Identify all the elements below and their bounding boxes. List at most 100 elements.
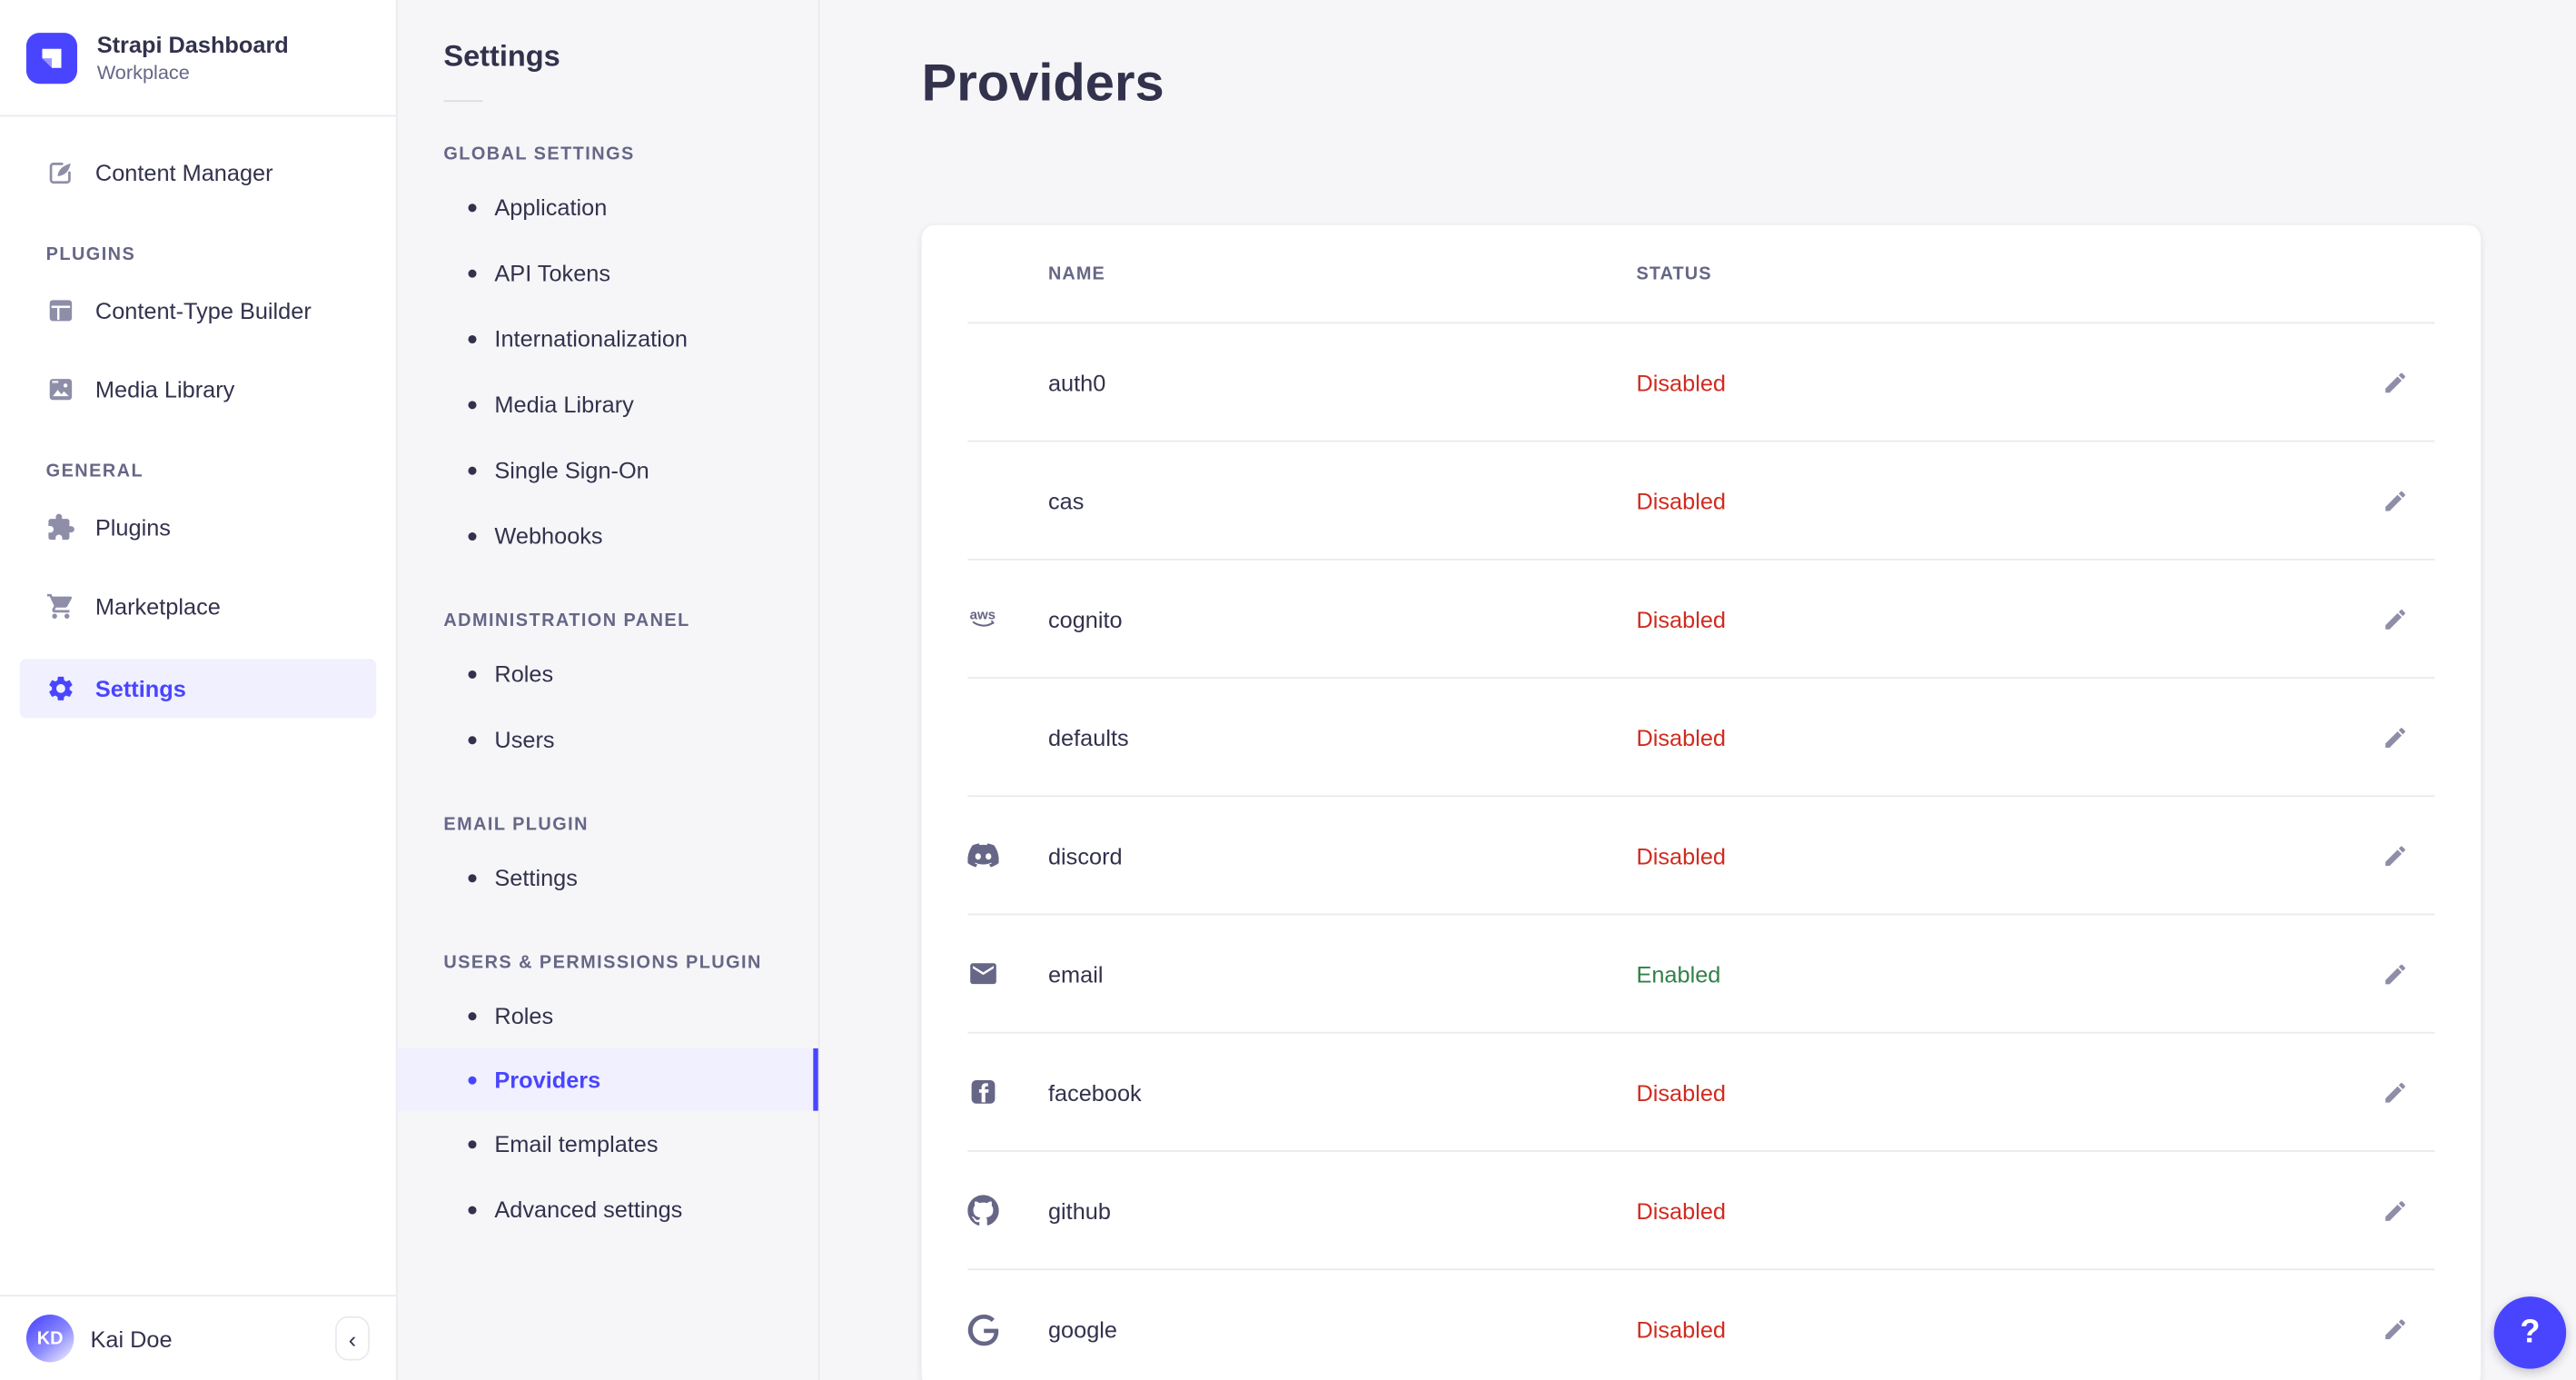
- provider-row: auth0 Disabled: [967, 323, 2435, 442]
- subnav-title: Settings: [443, 39, 560, 73]
- bullet-icon: [468, 873, 477, 882]
- user-area: KD Kai Doe ‹: [0, 1295, 396, 1380]
- sidebar-item-label: Plugins: [94, 514, 171, 541]
- sidebar-item-label: Content Manager: [94, 159, 273, 186]
- provider-row: cas Disabled: [967, 442, 2435, 561]
- subnav-section-email-plugin: EMAIL PLUGIN: [443, 815, 589, 835]
- provider-row: discord Disabled: [967, 797, 2435, 916]
- strapi-logo-icon: [25, 32, 78, 84]
- app-title: Strapi Dashboard: [96, 31, 289, 58]
- subnav-item-providers[interactable]: Providers: [397, 1047, 818, 1111]
- edit-provider-button[interactable]: [2369, 474, 2422, 527]
- subnav-item-up-roles[interactable]: Roles: [398, 983, 818, 1048]
- provider-status: Disabled: [1636, 723, 1727, 750]
- divider: [443, 100, 483, 103]
- bullet-icon: [468, 670, 477, 679]
- pencil-icon: [2385, 1200, 2405, 1220]
- subnav-item-admin-users[interactable]: Users: [398, 707, 818, 772]
- edit-provider-button[interactable]: [2369, 1184, 2422, 1236]
- bullet-icon: [468, 1075, 477, 1084]
- subnav-item-internationalization[interactable]: Internationalization: [398, 305, 818, 371]
- edit-provider-button[interactable]: [2369, 356, 2422, 409]
- bullet-icon: [468, 465, 477, 474]
- provider-name: discord: [1047, 841, 1123, 869]
- discord-icon: [967, 843, 999, 868]
- subnav-section-global-settings: GLOBAL SETTINGS: [443, 144, 635, 164]
- brand-text: Strapi Dashboard Workplace: [97, 31, 289, 84]
- workspace-name: Workplace: [96, 60, 190, 84]
- subnav-item-advanced-settings[interactable]: Advanced settings: [398, 1176, 818, 1242]
- subnav-item-email-settings[interactable]: Settings: [398, 845, 818, 910]
- providers-table-card: NAME STATUS auth0 Disabled cas Disabled: [921, 224, 2482, 1380]
- github-icon: [967, 1195, 999, 1226]
- gear-icon: [49, 676, 73, 700]
- media-library-icon: [49, 379, 73, 401]
- collapse-sidebar-button[interactable]: ‹: [334, 1315, 370, 1361]
- edit-provider-button[interactable]: [2369, 710, 2422, 763]
- provider-status: Disabled: [1636, 369, 1727, 395]
- pencil-icon: [2385, 372, 2405, 392]
- edit-provider-button[interactable]: [2369, 948, 2422, 1000]
- help-button[interactable]: ?: [2493, 1296, 2567, 1369]
- content-type-builder-icon: [49, 300, 73, 322]
- sidebar-item-marketplace[interactable]: Marketplace: [20, 580, 376, 632]
- sidebar-item-plugins[interactable]: Plugins: [20, 501, 376, 554]
- google-icon: [967, 1314, 999, 1345]
- subnav-item-api-tokens[interactable]: API Tokens: [398, 240, 818, 305]
- pencil-icon: [2385, 609, 2405, 629]
- sidebar-item-label: Media Library: [94, 376, 235, 403]
- subnav-item-email-templates[interactable]: Email templates: [398, 1111, 818, 1176]
- provider-status: Disabled: [1636, 1315, 1727, 1343]
- subnav-item-application[interactable]: Application: [398, 174, 818, 240]
- edit-provider-button[interactable]: [2369, 592, 2422, 645]
- puzzle-icon: [48, 513, 74, 541]
- page-title: Providers: [921, 52, 1164, 112]
- content-manager-icon: [49, 163, 71, 184]
- provider-icon-cell: [967, 1314, 1048, 1345]
- table-header: NAME STATUS: [967, 225, 2435, 324]
- subnav-item-single-sign-on[interactable]: Single Sign-On: [398, 437, 818, 502]
- provider-name: auth0: [1047, 369, 1106, 395]
- email-icon: [970, 963, 996, 985]
- column-header-status: STATUS: [1636, 263, 1712, 284]
- provider-icon-cell: [967, 839, 1048, 870]
- provider-row: aws cognito Disabled: [967, 561, 2435, 679]
- provider-row: email Enabled: [967, 915, 2435, 1034]
- sidebar-section-plugins: PLUGINS: [45, 244, 136, 265]
- pencil-icon: [2385, 845, 2405, 866]
- bullet-icon: [468, 203, 477, 212]
- main-sidebar: Strapi Dashboard Workplace Content Manag…: [0, 0, 398, 1380]
- sidebar-item-content-type-builder[interactable]: Content-Type Builder: [20, 284, 376, 337]
- sidebar-item-settings[interactable]: Settings: [19, 659, 377, 719]
- question-mark-icon: ?: [2520, 1314, 2541, 1350]
- column-header-name: NAME: [1047, 263, 1105, 284]
- bullet-icon: [468, 1011, 477, 1020]
- sidebar-item-label: Content-Type Builder: [94, 297, 312, 324]
- chevron-left-icon: ‹: [348, 1325, 357, 1352]
- provider-icon-cell: [967, 958, 1048, 988]
- sidebar-item-content-manager[interactable]: Content Manager: [20, 146, 376, 199]
- provider-status: Disabled: [1636, 1196, 1727, 1224]
- provider-name: google: [1047, 1315, 1118, 1343]
- edit-provider-button[interactable]: [2369, 829, 2422, 881]
- provider-icon-cell: [967, 1077, 1048, 1107]
- facebook-icon: [971, 1079, 996, 1104]
- provider-row: github Disabled: [967, 1152, 2435, 1271]
- subnav-item-webhooks[interactable]: Webhooks: [398, 502, 818, 568]
- sidebar-item-media-library[interactable]: Media Library: [20, 363, 376, 416]
- edit-provider-button[interactable]: [2369, 1066, 2422, 1118]
- subnav-section-administration-panel: ADMINISTRATION PANEL: [443, 611, 690, 631]
- provider-status: Enabled: [1636, 960, 1721, 988]
- edit-provider-button[interactable]: [2369, 1303, 2422, 1355]
- provider-status: Disabled: [1636, 605, 1727, 632]
- pencil-icon: [2385, 727, 2405, 748]
- bullet-icon: [468, 334, 477, 343]
- pencil-icon: [2385, 1319, 2405, 1340]
- sidebar-nav: Content Manager PLUGINS Content-Type Bui…: [0, 116, 396, 719]
- subnav-item-media-library[interactable]: Media Library: [398, 372, 818, 437]
- bullet-icon: [468, 268, 477, 277]
- provider-icon-cell: [967, 1195, 1048, 1226]
- subnav-item-admin-roles[interactable]: Roles: [398, 640, 818, 706]
- provider-status: Disabled: [1636, 841, 1727, 869]
- provider-status: Disabled: [1636, 487, 1727, 514]
